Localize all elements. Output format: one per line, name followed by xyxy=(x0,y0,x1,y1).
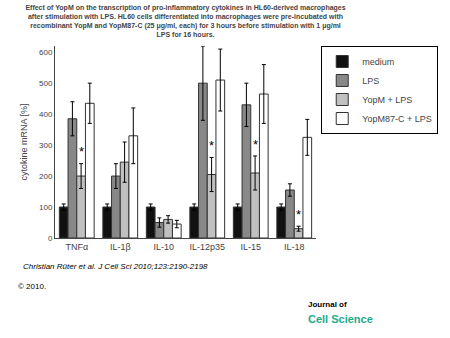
svg-text:Christian Rüter et al. J Cell: Christian Rüter et al. J Cell Sci 2010;1… xyxy=(23,262,208,271)
svg-text:IL-15: IL-15 xyxy=(240,242,261,252)
svg-text:© 2010.: © 2010. xyxy=(18,282,46,291)
svg-text:*: * xyxy=(79,144,84,159)
svg-text:IL-18: IL-18 xyxy=(284,242,305,252)
svg-text:IL-1β: IL-1β xyxy=(110,242,131,252)
svg-text:YopM + LPS: YopM + LPS xyxy=(362,95,412,105)
svg-text:LPS: LPS xyxy=(362,76,379,86)
svg-text:medium: medium xyxy=(362,57,394,67)
svg-text:TNFα: TNFα xyxy=(65,242,88,252)
svg-text:600: 600 xyxy=(39,48,53,57)
svg-text:Journal of: Journal of xyxy=(308,300,347,309)
svg-text:Effect of YopM on the transcri: Effect of YopM on the transcription of p… xyxy=(25,4,345,38)
svg-text:0: 0 xyxy=(48,234,53,243)
svg-text:500: 500 xyxy=(39,79,53,88)
svg-text:*: * xyxy=(296,207,301,222)
svg-text:400: 400 xyxy=(39,110,53,119)
svg-text:*: * xyxy=(209,138,214,153)
svg-text:Cell Science: Cell Science xyxy=(308,313,373,325)
svg-text:100: 100 xyxy=(39,203,53,212)
svg-text:YopM87-C + LPS: YopM87-C + LPS xyxy=(362,114,431,124)
svg-text:200: 200 xyxy=(39,172,53,181)
svg-text:*: * xyxy=(253,137,258,152)
svg-text:IL-12p35: IL-12p35 xyxy=(189,242,225,252)
svg-text:300: 300 xyxy=(39,141,53,150)
svg-text:IL-10: IL-10 xyxy=(153,242,174,252)
svg-text:cytokine mRNA [%]: cytokine mRNA [%] xyxy=(19,103,29,180)
